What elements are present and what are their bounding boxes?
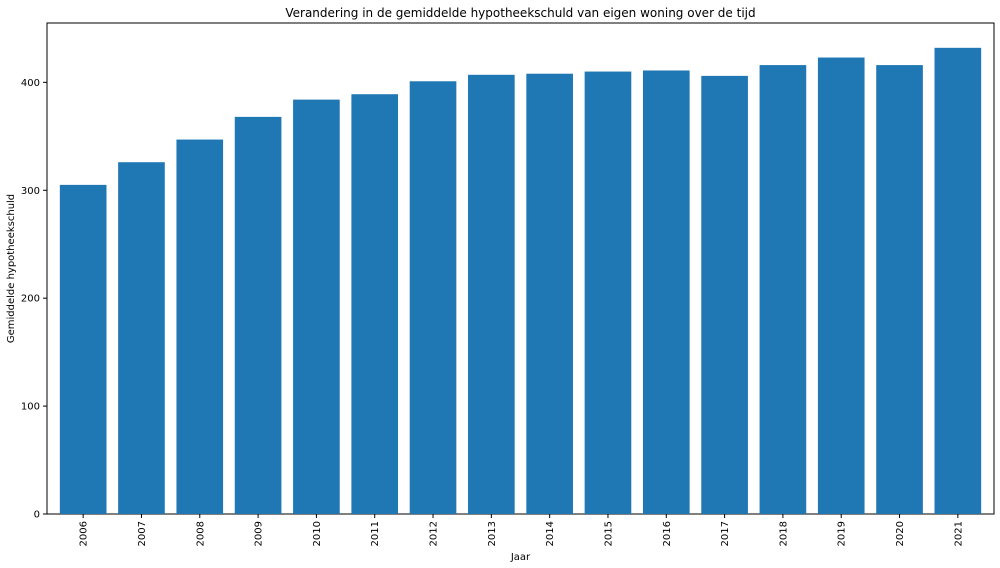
x-axis-label: Jaar bbox=[510, 552, 531, 563]
x-tick-label: 2016 bbox=[662, 521, 673, 546]
x-tick-label: 2012 bbox=[429, 521, 440, 546]
chart-title: Verandering in de gemiddelde hypotheeksc… bbox=[285, 6, 755, 20]
bar-2007 bbox=[118, 162, 165, 514]
bar-2018 bbox=[759, 65, 807, 514]
x-tick-label: 2009 bbox=[254, 521, 265, 546]
bar-2016 bbox=[642, 70, 690, 514]
y-tick-label: 400 bbox=[21, 78, 40, 89]
y-tick-label: 300 bbox=[21, 186, 40, 197]
bars-group bbox=[59, 47, 982, 515]
bar-2019 bbox=[817, 57, 865, 514]
bar-2012 bbox=[409, 81, 457, 515]
y-tick-label: 200 bbox=[21, 294, 40, 305]
bar-2010 bbox=[293, 99, 340, 515]
bar-2009 bbox=[234, 116, 282, 514]
bar-2017 bbox=[701, 75, 748, 514]
bar-2021 bbox=[934, 47, 982, 514]
x-tick-label: 2017 bbox=[720, 521, 731, 546]
x-tick-label: 2013 bbox=[487, 521, 498, 546]
bar-2011 bbox=[351, 94, 399, 514]
x-tick-label: 2021 bbox=[953, 521, 964, 546]
x-tick-label: 2011 bbox=[370, 521, 381, 546]
x-tick-label: 2008 bbox=[195, 521, 206, 546]
y-tick-label: 0 bbox=[34, 510, 40, 521]
y-tick-label: 100 bbox=[21, 402, 40, 413]
x-tick-label: 2006 bbox=[79, 521, 90, 546]
bar-2006 bbox=[59, 184, 107, 514]
x-tick-label: 2014 bbox=[545, 521, 556, 546]
x-tick-label: 2007 bbox=[137, 521, 148, 546]
bar-2008 bbox=[176, 139, 224, 515]
x-axis: 2006 2007 2008 2009 2010 2011 2012 2013 2014 2015… bbox=[79, 514, 964, 546]
y-axis-label: Gemiddelde hypotheekschuld bbox=[6, 194, 17, 343]
x-tick-label: 2015 bbox=[603, 521, 614, 546]
x-tick-label: 2018 bbox=[778, 521, 789, 546]
bar-2020 bbox=[876, 65, 923, 514]
x-tick-label: 2019 bbox=[837, 521, 848, 546]
bar-2015 bbox=[584, 71, 632, 514]
y-axis: 0 100 200 300 400 bbox=[21, 78, 47, 521]
x-tick-label: 2010 bbox=[312, 521, 323, 546]
bar-2013 bbox=[468, 74, 515, 515]
plot-area bbox=[46, 22, 995, 515]
bar-2014 bbox=[526, 73, 573, 514]
x-tick-label: 2020 bbox=[895, 521, 906, 546]
